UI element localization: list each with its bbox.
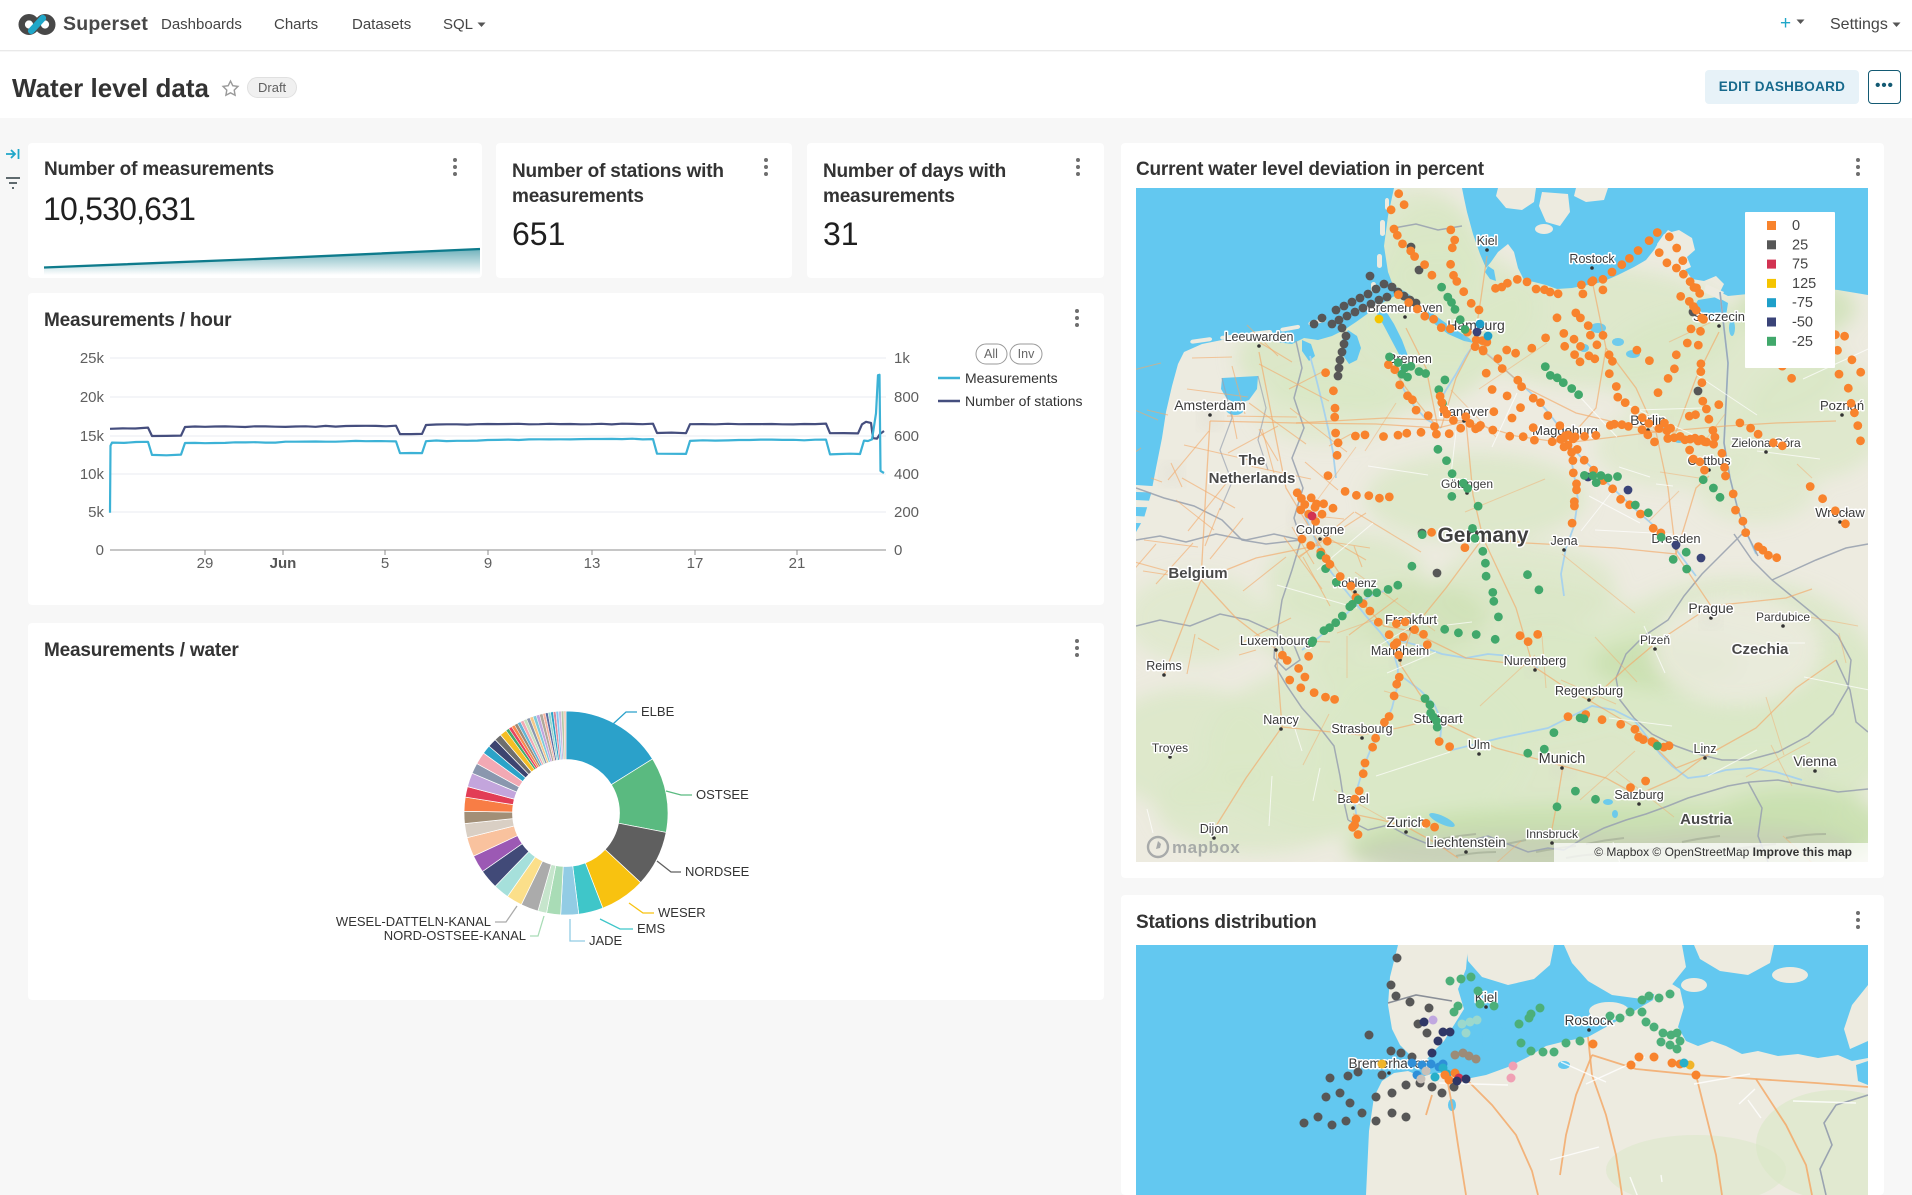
svg-text:OSTSEE: OSTSEE bbox=[696, 787, 749, 802]
svg-text:600: 600 bbox=[894, 428, 919, 445]
svg-text:Luxembourg: Luxembourg bbox=[1240, 633, 1312, 648]
svg-text:JADE: JADE bbox=[589, 933, 623, 948]
svg-text:15k: 15k bbox=[80, 428, 105, 445]
svg-text:200: 200 bbox=[894, 504, 919, 521]
svg-text:0: 0 bbox=[96, 542, 104, 559]
svg-text:0: 0 bbox=[1792, 218, 1800, 234]
svg-text:EMS: EMS bbox=[637, 921, 666, 936]
svg-text:Strasbourg: Strasbourg bbox=[1331, 722, 1392, 736]
svg-text:Salzburg: Salzburg bbox=[1614, 788, 1663, 802]
svg-text:Rostock: Rostock bbox=[1569, 252, 1615, 266]
svg-text:5k: 5k bbox=[88, 504, 104, 521]
svg-text:-25: -25 bbox=[1792, 334, 1813, 350]
svg-text:Rostock: Rostock bbox=[1565, 1013, 1614, 1028]
svg-text:All: All bbox=[984, 347, 998, 361]
svg-text:Zielona Góra: Zielona Góra bbox=[1731, 436, 1801, 450]
svg-text:Plzeň: Plzeň bbox=[1640, 633, 1670, 647]
svg-text:Wrocław: Wrocław bbox=[1815, 505, 1865, 520]
svg-text:9: 9 bbox=[484, 555, 492, 572]
svg-text:25: 25 bbox=[1792, 237, 1808, 253]
svg-text:Amsterdam: Amsterdam bbox=[1174, 397, 1246, 413]
svg-text:Nuremberg: Nuremberg bbox=[1504, 654, 1567, 668]
svg-text:Troyes: Troyes bbox=[1152, 741, 1188, 755]
svg-text:800: 800 bbox=[894, 389, 919, 406]
svg-text:Nancy: Nancy bbox=[1263, 713, 1299, 727]
svg-text:125: 125 bbox=[1792, 276, 1816, 292]
svg-text:NORD-OSTSEE-KANAL: NORD-OSTSEE-KANAL bbox=[384, 928, 526, 943]
svg-text:17: 17 bbox=[687, 555, 704, 572]
svg-text:Inv: Inv bbox=[1018, 347, 1035, 361]
svg-text:Hanover: Hanover bbox=[1439, 404, 1489, 419]
svg-text:-50: -50 bbox=[1792, 315, 1813, 331]
svg-text:21: 21 bbox=[789, 555, 806, 572]
svg-text:mapbox: mapbox bbox=[1172, 838, 1240, 857]
svg-text:5: 5 bbox=[381, 555, 389, 572]
svg-text:Leeuwarden: Leeuwarden bbox=[1225, 330, 1294, 344]
svg-text:Vienna: Vienna bbox=[1793, 753, 1837, 769]
svg-text:Belgium: Belgium bbox=[1168, 565, 1227, 582]
svg-text:Number of stations: Number of stations bbox=[965, 393, 1083, 409]
svg-text:© Mapbox © OpenStreetMap Impro: © Mapbox © OpenStreetMap Improve this ma… bbox=[1594, 845, 1852, 859]
svg-text:1k: 1k bbox=[894, 350, 910, 367]
svg-text:WESER: WESER bbox=[658, 905, 706, 920]
svg-text:400: 400 bbox=[894, 466, 919, 483]
svg-text:Netherlands: Netherlands bbox=[1209, 470, 1296, 487]
svg-text:Prague: Prague bbox=[1688, 600, 1733, 616]
svg-text:Jun: Jun bbox=[270, 555, 297, 572]
svg-text:Measurements: Measurements bbox=[965, 370, 1058, 386]
svg-text:Linz: Linz bbox=[1694, 742, 1717, 756]
svg-text:Austria: Austria bbox=[1680, 811, 1732, 828]
svg-text:Czechia: Czechia bbox=[1732, 641, 1789, 658]
svg-text:Munich: Munich bbox=[1539, 751, 1586, 767]
svg-text:Zurich: Zurich bbox=[1387, 814, 1426, 830]
svg-text:Jena: Jena bbox=[1550, 534, 1577, 548]
svg-text:Germany: Germany bbox=[1437, 524, 1528, 547]
svg-text:Reims: Reims bbox=[1146, 659, 1181, 673]
svg-text:WESEL-DATTELN-KANAL: WESEL-DATTELN-KANAL bbox=[336, 914, 491, 929]
svg-text:10k: 10k bbox=[80, 466, 105, 483]
svg-text:Regensburg: Regensburg bbox=[1555, 684, 1623, 698]
svg-text:75: 75 bbox=[1792, 257, 1808, 273]
svg-text:NORDSEE: NORDSEE bbox=[685, 864, 750, 879]
svg-text:-75: -75 bbox=[1792, 295, 1813, 311]
svg-text:13: 13 bbox=[584, 555, 601, 572]
svg-text:Kiel: Kiel bbox=[1477, 234, 1498, 248]
svg-text:29: 29 bbox=[197, 555, 214, 572]
svg-text:ELBE: ELBE bbox=[641, 704, 675, 719]
svg-text:The: The bbox=[1239, 452, 1266, 469]
svg-text:Cologne: Cologne bbox=[1296, 522, 1344, 537]
svg-text:Liechtenstein: Liechtenstein bbox=[1426, 835, 1506, 850]
svg-text:Innsbruck: Innsbruck bbox=[1526, 827, 1579, 841]
svg-text:20k: 20k bbox=[80, 389, 105, 406]
svg-text:25k: 25k bbox=[80, 350, 105, 367]
svg-text:0: 0 bbox=[894, 542, 902, 559]
svg-text:Pardubice: Pardubice bbox=[1756, 610, 1810, 624]
svg-text:Dijon: Dijon bbox=[1200, 822, 1229, 836]
svg-text:Ulm: Ulm bbox=[1468, 738, 1490, 752]
